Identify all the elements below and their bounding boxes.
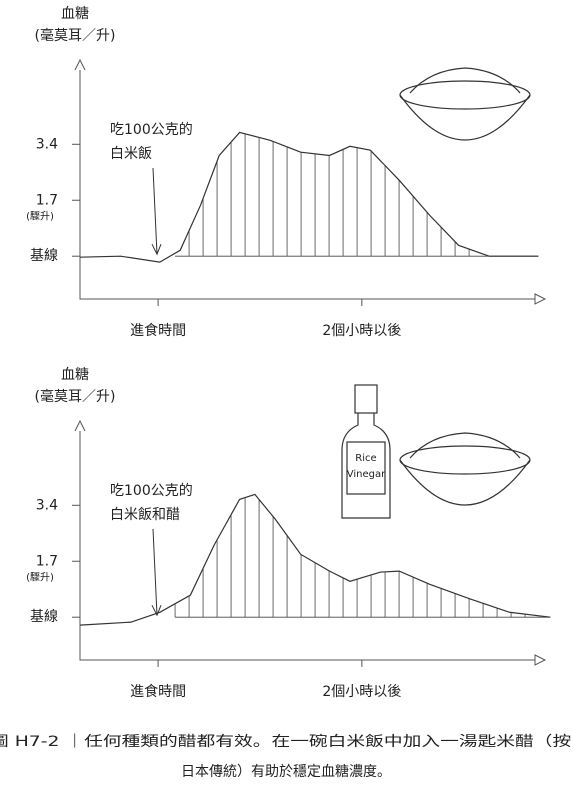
y-tick-label: 3.4 — [36, 136, 58, 152]
rice-bowl — [399, 432, 531, 506]
arrow — [74, 419, 86, 432]
bottle-label: Rice — [355, 453, 376, 464]
y-axis-label: 血糖 — [61, 367, 89, 383]
curve — [79, 493, 551, 626]
y-tick-label: 3.4 — [36, 497, 58, 513]
tick-note: (驟升) — [26, 571, 54, 583]
annotation-arrow — [152, 528, 158, 616]
annotation: 白米飯 — [110, 145, 152, 162]
y-axis-label: 血糖 — [61, 6, 89, 22]
annotation: 白米飯和醋 — [110, 506, 180, 523]
curve — [79, 131, 539, 263]
annotation: 吃100公克的 — [110, 122, 193, 138]
tick-note: (驟升) — [26, 210, 54, 222]
y-tick-label: 基線 — [30, 608, 58, 625]
arrow — [151, 604, 162, 617]
arrow — [74, 58, 86, 71]
caption: 圖 H7-2 ｜任何種類的醋都有效。在一碗白米飯中加入一湯匙米醋（按照 — [0, 733, 572, 750]
y-tick-label: 1.7 — [36, 192, 58, 208]
annotation-arrow — [152, 167, 158, 255]
caption: 日本傳統）有助於穩定血糖濃度。 — [181, 764, 391, 780]
vinegar-bottle — [341, 384, 391, 519]
bottle-label: Vinegar — [347, 469, 386, 480]
y-tick-label: 基線 — [30, 247, 58, 264]
axis — [79, 70, 535, 300]
arrow — [151, 243, 162, 256]
y-axis-label: (毫莫耳／升) — [35, 388, 116, 405]
rice-bowl — [399, 67, 531, 141]
x-tick-label: 2個小時以後 — [322, 684, 401, 700]
x-tick-label: 2個小時以後 — [322, 323, 401, 339]
arrow — [534, 654, 547, 666]
axis — [79, 431, 535, 661]
y-tick-label: 1.7 — [36, 553, 58, 569]
x-tick-label: 進食時間 — [130, 322, 186, 339]
arrow — [534, 293, 547, 305]
y-axis-label: (毫莫耳／升) — [35, 27, 116, 44]
x-tick-label: 進食時間 — [130, 683, 186, 700]
annotation: 吃100公克的 — [110, 483, 193, 499]
